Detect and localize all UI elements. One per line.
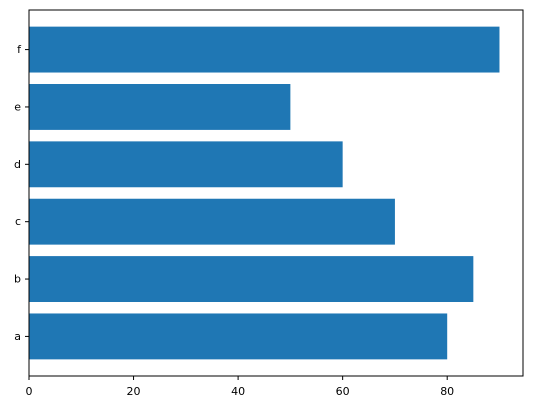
- x-tick-label-20: 20: [127, 385, 141, 398]
- y-tick-label-d: d: [14, 158, 21, 171]
- y-tick-label-c: c: [15, 215, 21, 228]
- y-tick-label-e: e: [14, 100, 21, 113]
- y-tick-label-f: f: [17, 43, 22, 56]
- y-tick-label-a: a: [14, 330, 21, 343]
- bar-d: [29, 141, 343, 188]
- bar-f: [29, 26, 500, 73]
- bar-b: [29, 256, 474, 302]
- bars-group: [29, 26, 500, 360]
- bar-c: [29, 198, 395, 245]
- x-tick-label-40: 40: [231, 385, 245, 398]
- y-axis: a b c d e f: [14, 43, 29, 343]
- x-axis: 0 20 40 60 80: [26, 376, 454, 398]
- x-tick-label-80: 80: [440, 385, 454, 398]
- x-tick-label-60: 60: [336, 385, 350, 398]
- plot-frame: [28, 9, 524, 377]
- y-tick-label-b: b: [14, 273, 21, 286]
- x-tick-label-0: 0: [26, 385, 33, 398]
- bar-e: [29, 84, 291, 130]
- bar-a: [29, 313, 448, 360]
